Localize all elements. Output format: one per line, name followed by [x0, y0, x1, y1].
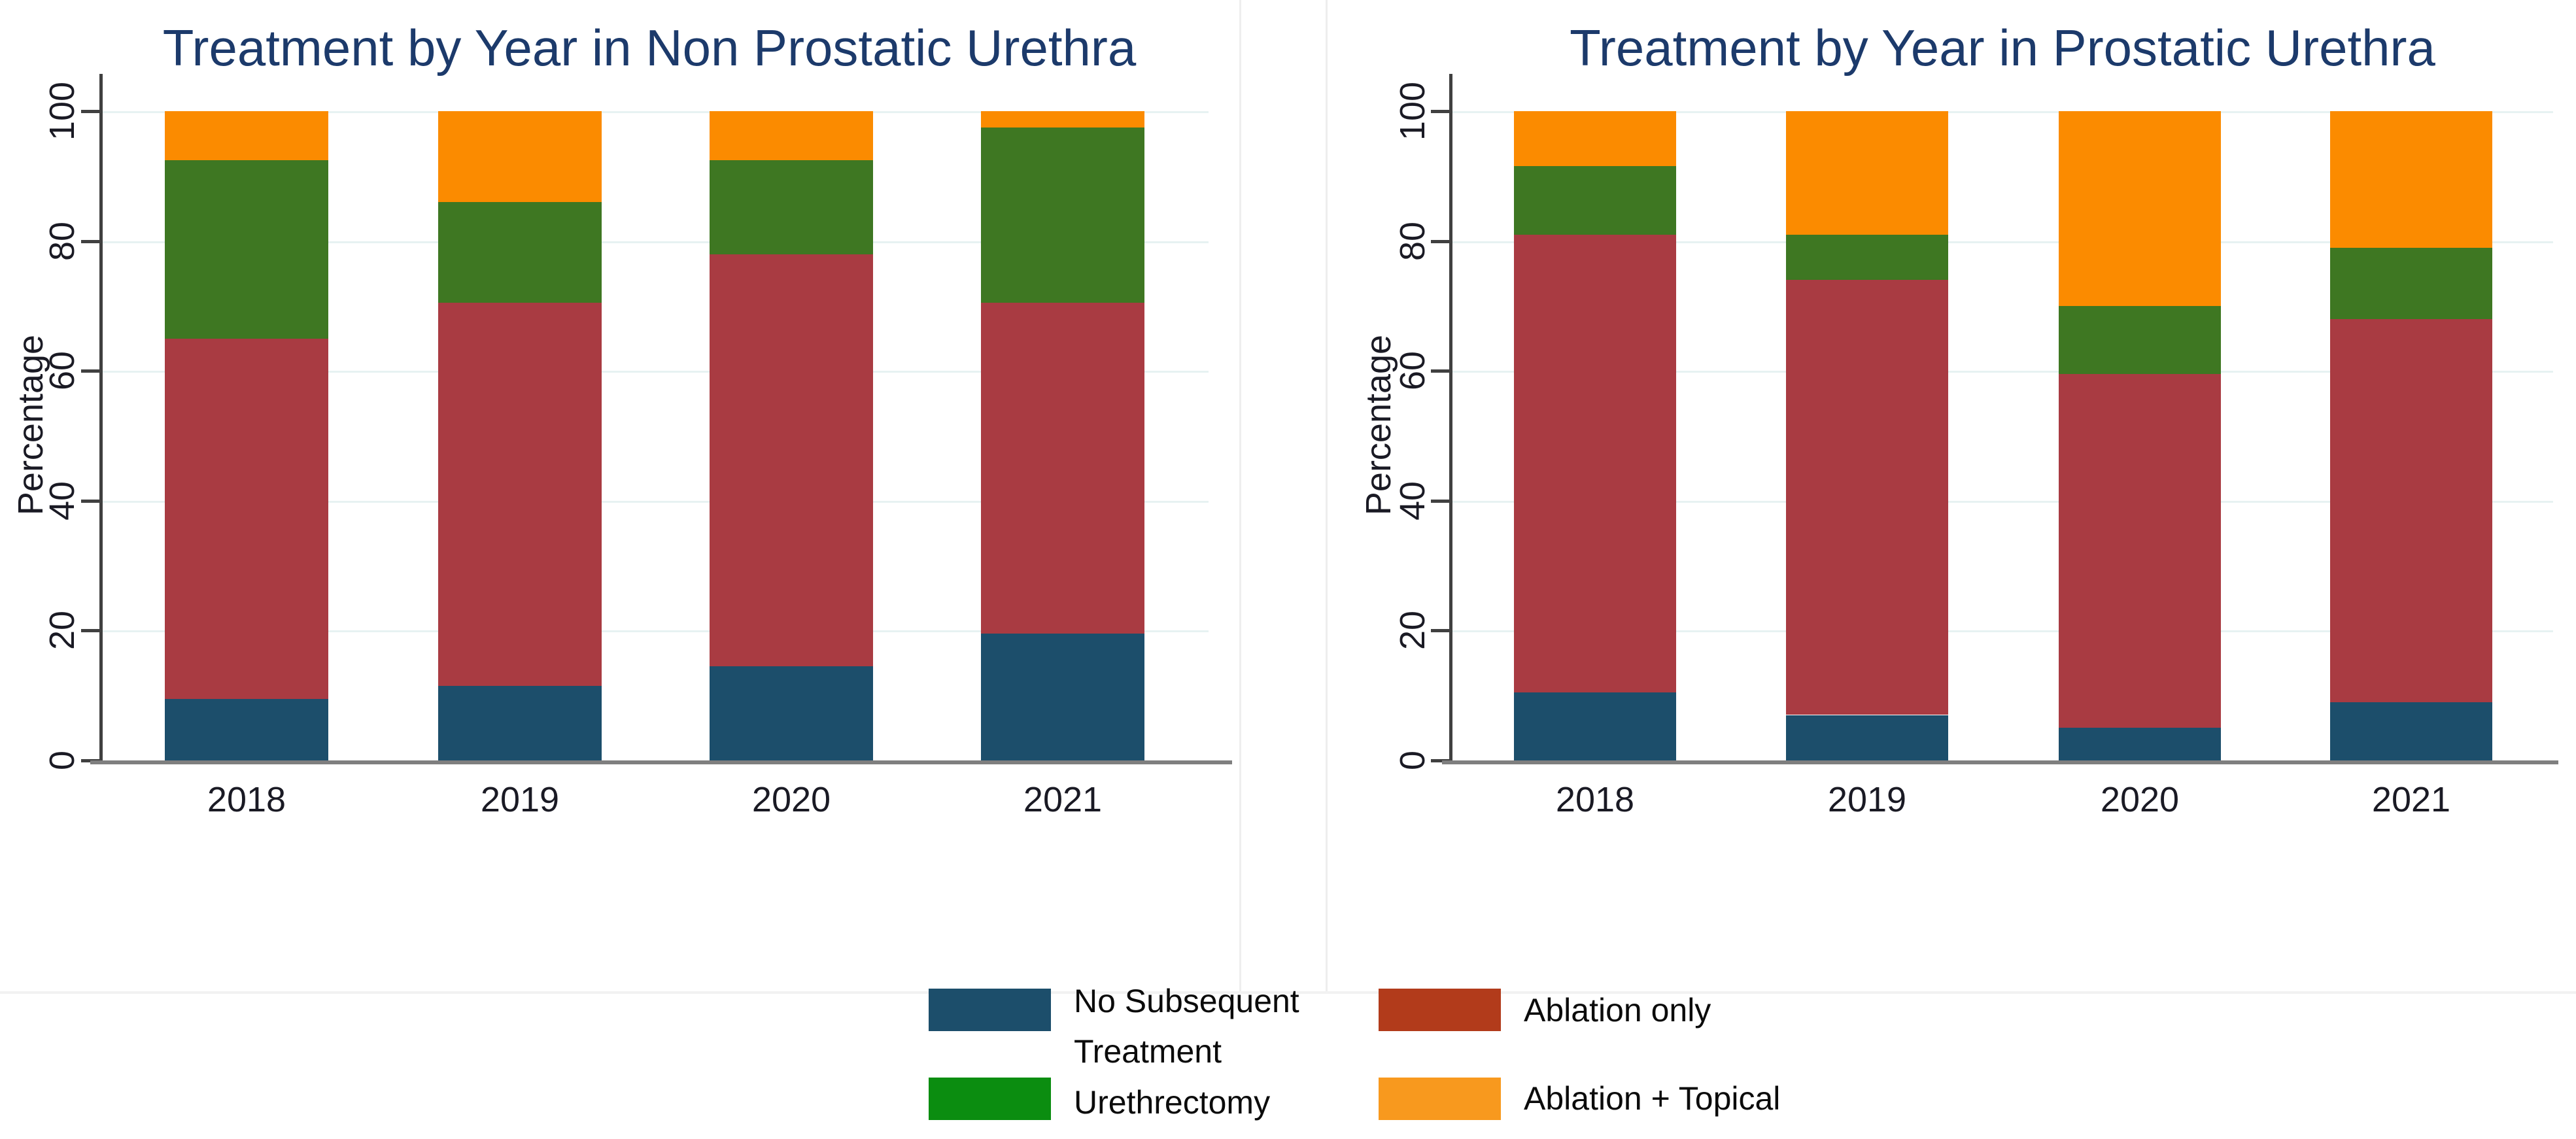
bar-segment-ablation-only-2021 — [2330, 318, 2492, 702]
y-tick-40 — [1431, 500, 1451, 503]
bar-segment-ablation-topical-2021 — [2330, 111, 2492, 248]
bar-segment-urethrectomy-2018 — [165, 160, 328, 339]
chart-title: Treatment by Year in Prostatic Urethra — [1570, 19, 2435, 76]
x-tick-label-2019: 2019 — [480, 780, 560, 819]
x-tick-label-2018: 2018 — [1555, 780, 1635, 819]
y-tick-60 — [81, 369, 101, 373]
figure-border-left-panel — [1239, 0, 1241, 991]
bar-segment-ablation-only-2019 — [438, 302, 602, 686]
bar-segment-ablation-only-2019 — [1786, 280, 1948, 715]
gridline-60 — [1451, 371, 2553, 373]
legend-label-urethrectomy: Urethrectomy — [1074, 1078, 1270, 1128]
legend-label-ablation-only: Ablation only — [1524, 985, 1711, 1036]
y-tick-20 — [1431, 629, 1451, 632]
x-tick-label-2020: 2020 — [2100, 780, 2180, 819]
legend-label-line: Ablation only — [1524, 992, 1711, 1028]
gridline-20 — [1451, 630, 2553, 632]
y-tick-100 — [1431, 110, 1451, 113]
bar-segment-ablation-only-2021 — [981, 302, 1144, 634]
figure-border-right-panel — [1326, 0, 1328, 991]
y-tick-80 — [81, 240, 101, 243]
y-tick-0 — [1431, 759, 1451, 762]
y-axis-line — [99, 74, 103, 764]
gridline-100 — [101, 111, 1209, 113]
x-axis-line — [90, 760, 1232, 764]
legend-label-line: Ablation + Topical — [1524, 1080, 1781, 1117]
y-tick-100 — [81, 110, 101, 113]
bar-segment-ablation-topical-2019 — [438, 111, 602, 202]
y-tick-label-100: 100 — [1393, 81, 1432, 141]
bar-segment-no-subsequent-treatment-2021 — [2330, 702, 2492, 760]
bar-segment-ablation-only-2018 — [1514, 234, 1676, 692]
gridline-80 — [101, 241, 1209, 243]
bar-segment-ablation-topical-2019 — [1786, 111, 1948, 235]
x-axis-line — [1442, 760, 2558, 764]
bar-segment-urethrectomy-2020 — [710, 160, 873, 254]
legend-swatch-ablation-topical — [1379, 1078, 1501, 1120]
bar-segment-ablation-topical-2021 — [981, 111, 1144, 128]
bar-segment-no-subsequent-treatment-2018 — [165, 698, 328, 760]
bar-segment-ablation-only-2020 — [2059, 374, 2221, 728]
bar-segment-urethrectomy-2019 — [438, 202, 602, 303]
bar-segment-no-subsequent-treatment-2021 — [981, 634, 1144, 760]
legend-label-ablation-topical: Ablation + Topical — [1524, 1074, 1780, 1124]
legend-label-line: No Subsequent — [1074, 983, 1299, 1019]
y-axis-line — [1449, 74, 1452, 764]
y-tick-label-20: 20 — [1393, 610, 1432, 651]
bar-segment-ablation-topical-2018 — [165, 111, 328, 160]
gridline-100 — [1451, 111, 2553, 113]
bar-segment-no-subsequent-treatment-2019 — [1786, 715, 1948, 760]
legend-swatch-ablation-only — [1379, 989, 1501, 1031]
y-tick-40 — [81, 500, 101, 503]
chart-title: Treatment by Year in Non Prostatic Ureth… — [162, 19, 1137, 76]
y-tick-60 — [1431, 369, 1451, 373]
gridline-40 — [101, 501, 1209, 503]
gridline-60 — [101, 371, 1209, 373]
legend-swatch-no-subsequent-treatment — [929, 989, 1051, 1031]
x-tick-label-2020: 2020 — [751, 780, 831, 819]
legend-label-line: Urethrectomy — [1074, 1084, 1271, 1121]
legend-label-line: Treatment — [1074, 1033, 1222, 1070]
figure-border-horizontal — [0, 991, 2576, 994]
bar-segment-no-subsequent-treatment-2020 — [2059, 728, 2221, 760]
gridline-20 — [101, 630, 1209, 632]
bar-segment-ablation-topical-2020 — [710, 111, 873, 160]
bar-segment-urethrectomy-2018 — [1514, 166, 1676, 235]
bar-segment-ablation-topical-2020 — [2059, 111, 2221, 306]
gridline-80 — [1451, 241, 2553, 243]
legend-label-no-subsequent-treatment: No Subsequent Treatment — [1074, 976, 1299, 1077]
y-tick-label-80: 80 — [1393, 221, 1432, 262]
bar-segment-no-subsequent-treatment-2020 — [710, 666, 873, 760]
x-tick-label-2021: 2021 — [2371, 780, 2451, 819]
bar-segment-urethrectomy-2020 — [2059, 305, 2221, 375]
legend-swatch-urethrectomy — [929, 1078, 1051, 1120]
y-axis-title: Percentage — [1359, 334, 1398, 516]
bar-segment-urethrectomy-2019 — [1786, 234, 1948, 280]
bar-segment-ablation-only-2020 — [710, 254, 873, 667]
gridline-40 — [1451, 501, 2553, 503]
bar-segment-no-subsequent-treatment-2019 — [438, 685, 602, 760]
x-tick-label-2019: 2019 — [1827, 780, 1907, 819]
bar-segment-urethrectomy-2021 — [2330, 247, 2492, 319]
x-tick-label-2018: 2018 — [207, 780, 286, 819]
bar-segment-ablation-only-2018 — [165, 338, 328, 699]
y-tick-80 — [1431, 240, 1451, 243]
bar-segment-urethrectomy-2021 — [981, 127, 1144, 303]
y-tick-label-0: 0 — [1393, 750, 1432, 771]
x-tick-label-2021: 2021 — [1023, 780, 1103, 819]
bar-segment-no-subsequent-treatment-2018 — [1514, 692, 1676, 760]
y-tick-20 — [81, 629, 101, 632]
bar-segment-ablation-topical-2018 — [1514, 111, 1676, 167]
